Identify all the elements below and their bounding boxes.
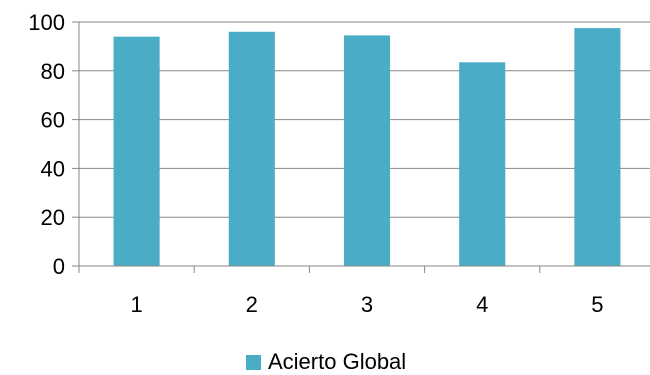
x-tick-label: 2 — [246, 292, 258, 317]
x-tick-label: 5 — [591, 292, 603, 317]
y-tick-label: 60 — [41, 108, 65, 133]
bars — [113, 28, 621, 267]
bar — [459, 62, 506, 267]
y-tick-label: 80 — [41, 59, 65, 84]
y-tick-label: 40 — [41, 156, 65, 181]
bar — [228, 31, 275, 267]
x-tick-label: 4 — [476, 292, 488, 317]
x-tick-label: 1 — [130, 292, 142, 317]
y-tick-label: 0 — [53, 254, 65, 279]
x-tick-label: 3 — [361, 292, 373, 317]
x-tick-labels: 1 2 3 4 5 — [130, 292, 603, 317]
bar — [113, 36, 160, 266]
legend-swatch — [246, 355, 261, 370]
axes — [72, 21, 650, 273]
legend: Acierto Global — [246, 349, 406, 374]
bar — [574, 28, 621, 266]
y-tick-label: 100 — [28, 10, 65, 35]
bar — [343, 35, 391, 266]
legend-label: Acierto Global — [268, 349, 406, 374]
y-tick-label: 20 — [41, 205, 65, 230]
y-tick-labels: 0 20 40 60 80 100 — [28, 10, 65, 279]
